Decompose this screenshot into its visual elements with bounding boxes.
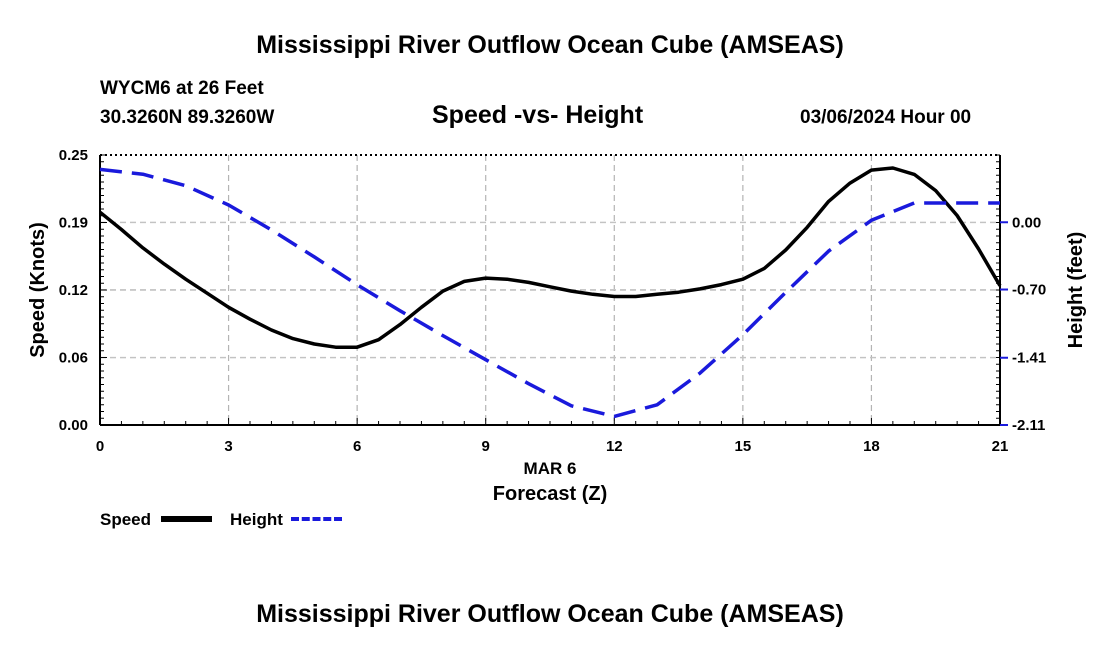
y-left-tick-label: 0.12 <box>59 282 88 299</box>
x-tick-label: 18 <box>863 438 880 455</box>
station-label: WYCM6 at 26 Feet <box>100 78 264 99</box>
legend-speed-label: Speed <box>100 510 152 529</box>
y-left-tick-label: 0.06 <box>59 350 88 367</box>
datetime-label: 03/06/2024 Hour 00 <box>800 107 972 128</box>
x-axis-title: Forecast (Z) <box>493 483 607 505</box>
x-tick-label: 0 <box>96 438 104 455</box>
series-line-height <box>99 167 1000 419</box>
y-axis-right-title: Height (feet) <box>1065 232 1087 349</box>
legend-height-swatch <box>291 517 342 521</box>
x-tick-label: 6 <box>353 438 361 455</box>
chart-title: Mississippi River Outflow Ocean Cube (AM… <box>256 31 844 59</box>
y-left-tick-label: 0.25 <box>59 147 88 164</box>
y-right-tick-label: 0.00 <box>1012 214 1041 231</box>
x-axis-date-label: MAR 6 <box>524 459 577 478</box>
x-tick-label: 9 <box>482 438 490 455</box>
x-tick-label: 15 <box>735 438 752 455</box>
y-left-tick-label: 0.19 <box>59 215 88 232</box>
footer-title: Mississippi River Outflow Ocean Cube (AM… <box>256 600 844 628</box>
legend-speed-swatch <box>161 516 212 522</box>
x-tick-label: 12 <box>606 438 623 455</box>
location-label: 30.3260N 89.3260W <box>100 107 275 128</box>
chart-subtitle: Speed -vs- Height <box>432 101 644 129</box>
y-axis-left-title: Speed (Knots) <box>27 222 49 358</box>
y-left-tick-label: 0.00 <box>59 417 88 434</box>
y-right-tick-label: -2.11 <box>1012 417 1045 434</box>
x-tick-label: 21 <box>992 438 1009 455</box>
legend-height-label: Height <box>230 510 283 529</box>
y-right-tick-label: -1.41 <box>1012 350 1046 367</box>
y-right-tick-label: -0.70 <box>1012 282 1046 299</box>
series-line-speed <box>98 166 1002 349</box>
x-tick-label: 3 <box>224 438 232 455</box>
